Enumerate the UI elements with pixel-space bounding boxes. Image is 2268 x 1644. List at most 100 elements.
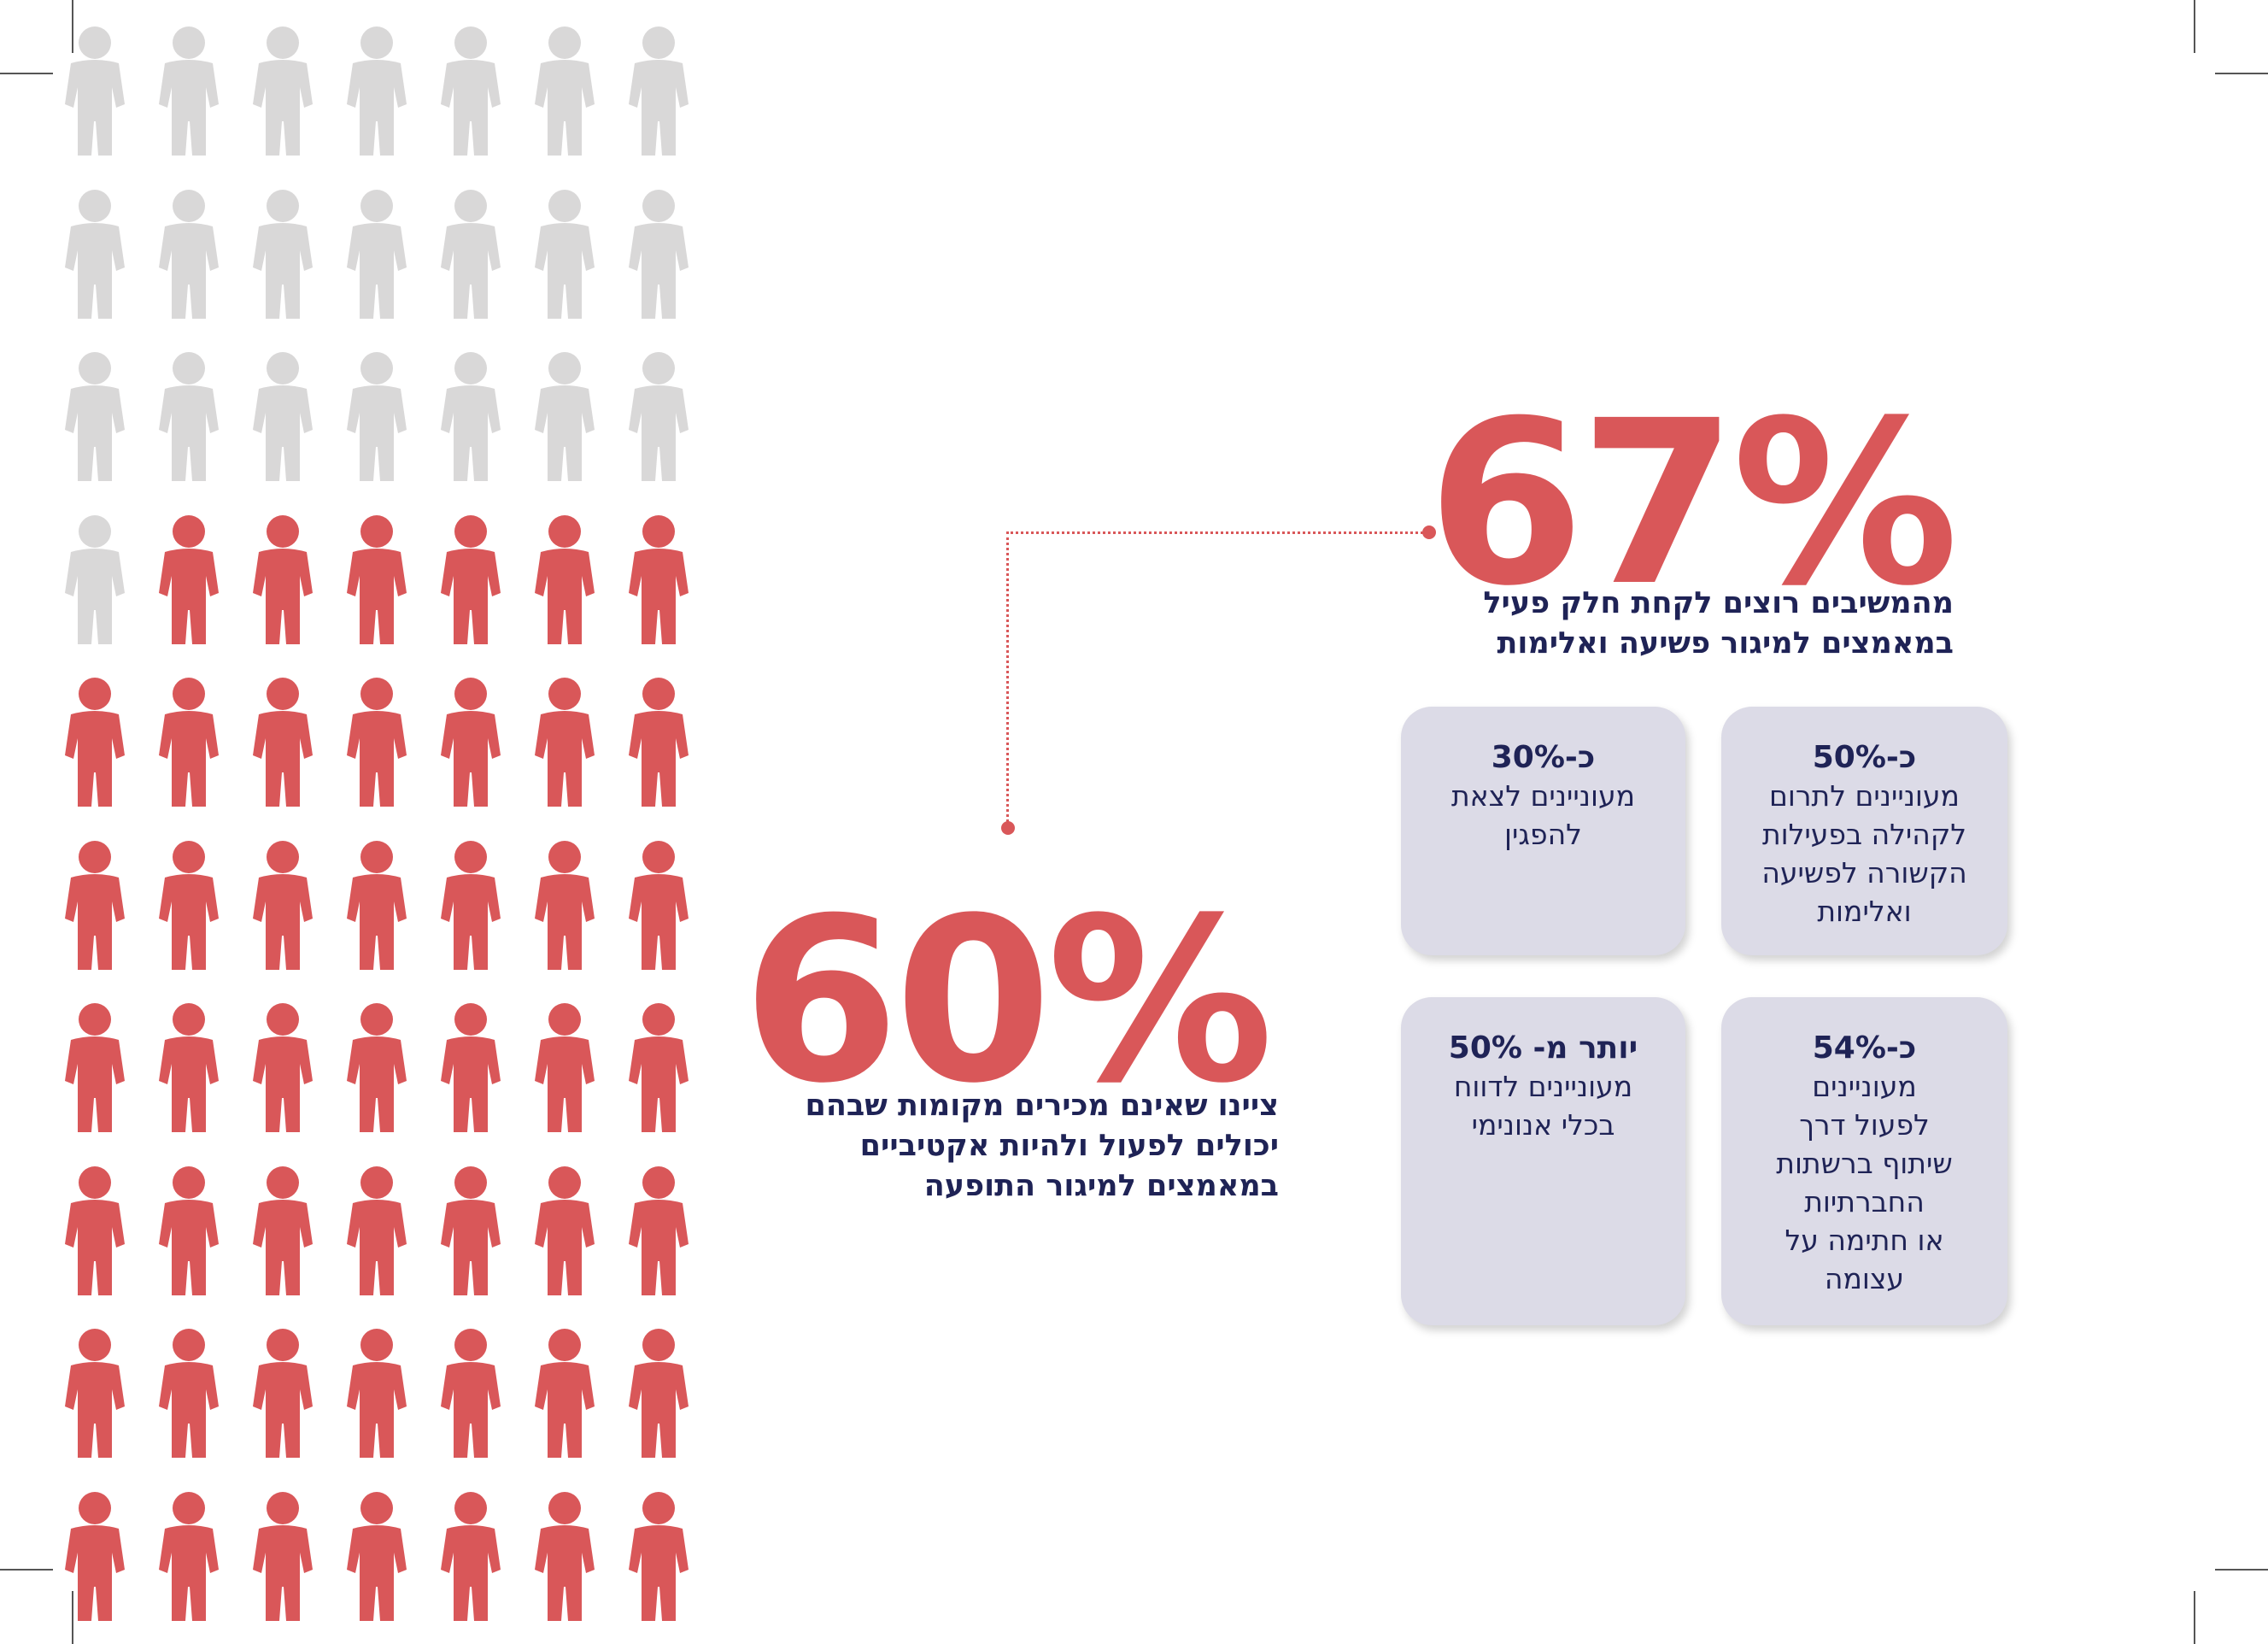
person-icon-red (535, 678, 595, 807)
connector-dot (1001, 821, 1015, 835)
person-icon-red (65, 1329, 125, 1458)
person-icon-red (347, 514, 407, 644)
person-icon-red (347, 840, 407, 970)
person-icon-red (347, 678, 407, 807)
person-icon-red (629, 514, 689, 644)
person-icon-red (65, 1003, 125, 1132)
person-icon-red (629, 1003, 689, 1132)
person-icon-red (347, 1491, 407, 1621)
person-icon-red (253, 1329, 313, 1458)
crop-mark (2194, 0, 2195, 53)
crop-mark (72, 1591, 73, 1644)
person-icon-red (441, 514, 501, 644)
person-icon-red (253, 1165, 313, 1295)
connector-line (1006, 531, 1428, 534)
stat-60-caption: ציינו שאינם מכירים מקומות שבהם יכולים לפ… (806, 1086, 1280, 1207)
card-social-networks: כ-54% מעוניינים לפעול דרך שיתוף ברשתות ה… (1721, 997, 2007, 1325)
caption-line: במאמצים למיגור פשיעה ואלימות (1497, 626, 1954, 661)
person-icon-red (159, 678, 219, 807)
person-icon-red (65, 678, 125, 807)
person-icon-grey (159, 26, 219, 156)
stat-67-caption: מהמשיבים רוצים לקחת חלק פעיל במאמצים למי… (1483, 584, 1954, 664)
person-icon-grey (347, 352, 407, 481)
caption-line: ציינו שאינם מכירים מקומות שבהם (805, 1089, 1280, 1123)
person-icon-red (629, 1491, 689, 1621)
crop-mark (2194, 1591, 2195, 1644)
person-icon-red (535, 1165, 595, 1295)
person-icon-red (65, 1165, 125, 1295)
crop-mark (2215, 1569, 2268, 1571)
person-icon-grey (535, 352, 595, 481)
stat-67-value: 67% (1427, 373, 1959, 636)
person-icon-red (535, 1003, 595, 1132)
card-line: ואלימות (1817, 895, 1912, 928)
person-icon-red (253, 678, 313, 807)
person-icon-grey (65, 189, 125, 319)
caption-line: מהמשיבים רוצים לקחת חלק פעיל (1483, 586, 1954, 620)
person-icon-red (629, 678, 689, 807)
person-icon-grey (629, 189, 689, 319)
people-pictogram-grid (0, 0, 709, 1644)
person-icon-grey (253, 189, 313, 319)
person-icon-red (159, 1491, 219, 1621)
person-icon-grey (629, 352, 689, 481)
person-icon-red (441, 678, 501, 807)
person-icon-red (441, 1003, 501, 1132)
person-icon-red (347, 1329, 407, 1458)
person-icon-red (535, 1329, 595, 1458)
person-icon-red (535, 1491, 595, 1621)
card-line: להפגין (1504, 818, 1582, 851)
stat-60-value: 60% (741, 870, 1274, 1133)
card-line: החברתיות (1804, 1185, 1925, 1218)
person-icon-red (253, 514, 313, 644)
person-icon-red (535, 514, 595, 644)
person-icon-grey (347, 189, 407, 319)
card-line: לפעול דרך (1799, 1108, 1930, 1142)
person-icon-grey (441, 26, 501, 156)
card-line: עצומה (1824, 1262, 1905, 1295)
person-icon-red (253, 1003, 313, 1132)
card-donate-community: כ-50% מעוניינים לתרום לקהילה בפעילות הקש… (1721, 707, 2007, 955)
person-icon-grey (441, 352, 501, 481)
person-icon-red (629, 1329, 689, 1458)
person-icon-red (65, 840, 125, 970)
person-icon-grey (159, 189, 219, 319)
crop-mark (2215, 73, 2268, 74)
caption-line: יכולים לפעול ולהיות אקטיביים (859, 1129, 1279, 1163)
person-icon-red (253, 840, 313, 970)
person-icon-red (441, 1165, 501, 1295)
person-icon-red (159, 1165, 219, 1295)
card-percentage: כ-50% (1812, 740, 1917, 775)
card-line: מעוניינים לצאת (1450, 779, 1636, 813)
crop-mark (72, 0, 73, 53)
person-icon-red (629, 1165, 689, 1295)
person-icon-red (441, 1329, 501, 1458)
person-icon-grey (535, 189, 595, 319)
person-icon-red (629, 840, 689, 970)
person-icon-grey (65, 352, 125, 481)
card-percentage: כ-30% (1491, 740, 1596, 775)
card-line: שיתוף ברשתות (1776, 1147, 1953, 1180)
card-percentage: כ-54% (1812, 1030, 1917, 1066)
person-icon-red (441, 840, 501, 970)
person-icon-grey (159, 352, 219, 481)
card-line: לקהילה בפעילות (1761, 818, 1967, 851)
card-line: מעוניינים לתרום (1769, 779, 1960, 813)
crop-mark (0, 73, 53, 74)
card-percentage: יותר מ- 50% (1448, 1030, 1638, 1066)
person-icon-red (253, 1491, 313, 1621)
person-icon-grey (65, 514, 125, 644)
person-icon-red (159, 1329, 219, 1458)
person-icon-red (347, 1165, 407, 1295)
person-icon-red (159, 514, 219, 644)
person-icon-grey (629, 26, 689, 156)
person-icon-grey (347, 26, 407, 156)
connector-line (1006, 531, 1009, 827)
caption-line: במאמצים למיגור התופעה (923, 1169, 1279, 1203)
person-icon-grey (65, 26, 125, 156)
connector-dot (1422, 525, 1436, 539)
person-icon-grey (441, 189, 501, 319)
person-icon-red (65, 1491, 125, 1621)
person-icon-red (441, 1491, 501, 1621)
card-line: בכלי אנונימי (1471, 1108, 1615, 1142)
